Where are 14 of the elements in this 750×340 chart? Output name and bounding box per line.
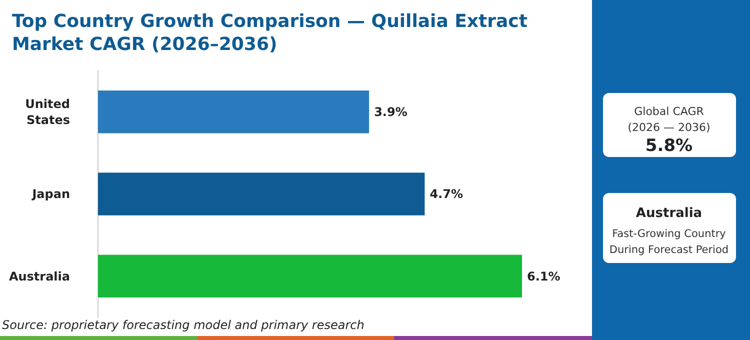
data-label: 3.9% [374, 105, 408, 120]
chart-title: Top Country Growth Comparison — Quillaia Extract Market CAGR (2026–2036) [12, 11, 528, 55]
text: Australia [636, 206, 702, 221]
text: 5.8% [645, 136, 693, 156]
data-label: 4.7% [430, 187, 463, 202]
y-tick-label: Australia [8, 269, 70, 284]
annotation: Source: proprietary forecasting model and primary research [2, 318, 364, 332]
text: During Forecast Period [609, 244, 729, 256]
text: Fast-Growing Country [612, 228, 726, 240]
y-tick-label: United States [25, 97, 70, 128]
text: Global CAGR [634, 105, 704, 118]
y-tick-label: Japan [31, 187, 70, 202]
data-label: 6.1% [527, 269, 560, 284]
text: (2026 — 2036) [628, 121, 710, 134]
